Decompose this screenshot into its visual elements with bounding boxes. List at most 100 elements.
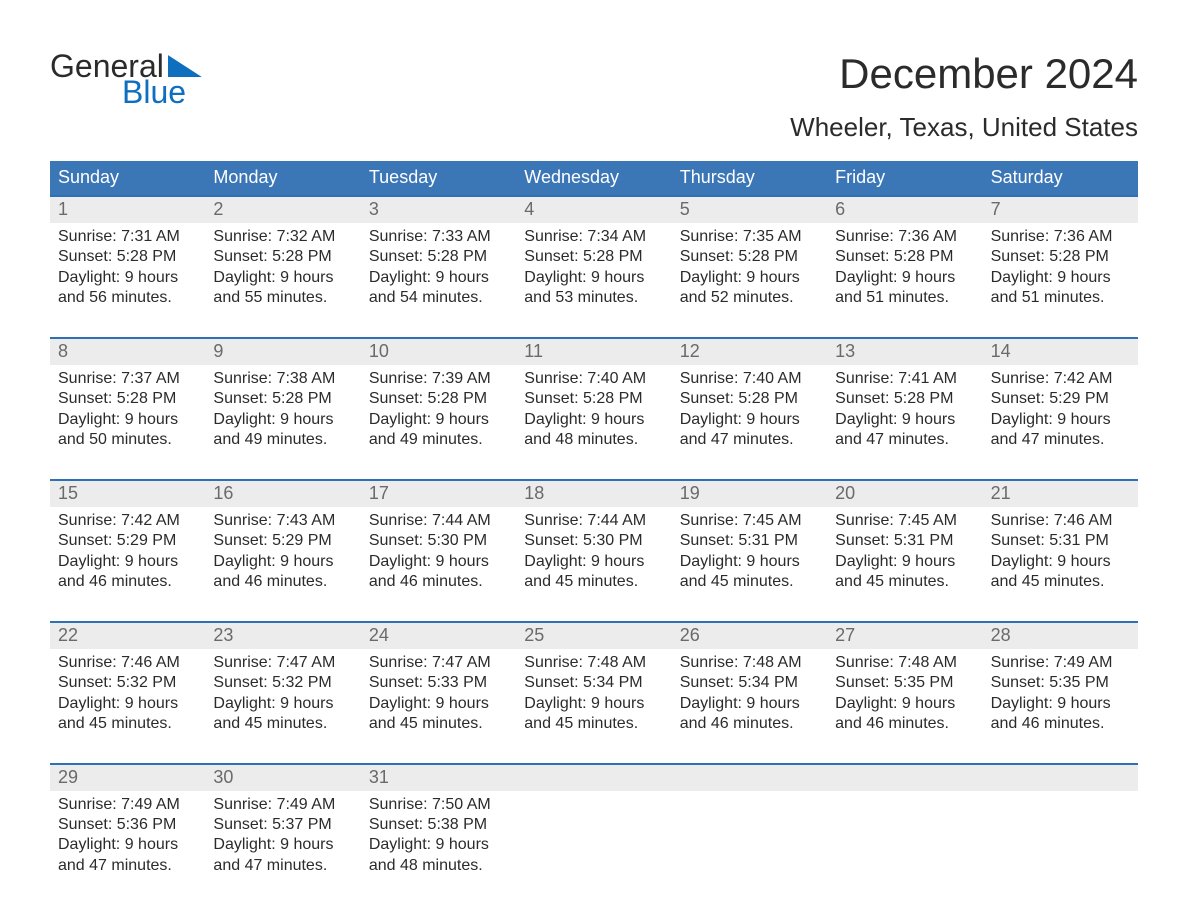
day-cell: Sunrise: 7:38 AMSunset: 5:28 PMDaylight:… — [205, 365, 360, 457]
week-row: 293031Sunrise: 7:49 AMSunset: 5:36 PMDay… — [50, 763, 1138, 883]
day-cell: Sunrise: 7:33 AMSunset: 5:28 PMDaylight:… — [361, 223, 516, 315]
day-number: 25 — [516, 623, 671, 649]
daylight-text: and 45 minutes. — [524, 572, 663, 592]
day-cell: Sunrise: 7:46 AMSunset: 5:31 PMDaylight:… — [983, 507, 1138, 599]
sunset-text: Sunset: 5:35 PM — [835, 673, 974, 693]
daylight-text: Daylight: 9 hours — [991, 268, 1130, 288]
daylight-text: and 47 minutes. — [991, 430, 1130, 450]
day-number: 3 — [361, 197, 516, 223]
day-number: 10 — [361, 339, 516, 365]
sunrise-text: Sunrise: 7:39 AM — [369, 369, 508, 389]
daylight-text: and 56 minutes. — [58, 288, 197, 308]
sunrise-text: Sunrise: 7:50 AM — [369, 795, 508, 815]
sunset-text: Sunset: 5:28 PM — [213, 389, 352, 409]
day-cell: Sunrise: 7:47 AMSunset: 5:33 PMDaylight:… — [361, 649, 516, 741]
sunrise-text: Sunrise: 7:47 AM — [213, 653, 352, 673]
day-cell: Sunrise: 7:50 AMSunset: 5:38 PMDaylight:… — [361, 791, 516, 883]
daylight-text: and 45 minutes. — [369, 714, 508, 734]
daylight-text: Daylight: 9 hours — [58, 410, 197, 430]
day-number: 4 — [516, 197, 671, 223]
day-number: 13 — [827, 339, 982, 365]
sunset-text: Sunset: 5:28 PM — [369, 247, 508, 267]
daylight-text: Daylight: 9 hours — [835, 410, 974, 430]
title-block: December 2024 Wheeler, Texas, United Sta… — [790, 50, 1138, 143]
day-number: 27 — [827, 623, 982, 649]
daylight-text: Daylight: 9 hours — [369, 835, 508, 855]
sunrise-text: Sunrise: 7:48 AM — [524, 653, 663, 673]
daylight-text: Daylight: 9 hours — [58, 694, 197, 714]
day-number: 11 — [516, 339, 671, 365]
day-cell: Sunrise: 7:37 AMSunset: 5:28 PMDaylight:… — [50, 365, 205, 457]
sunrise-text: Sunrise: 7:42 AM — [991, 369, 1130, 389]
daylight-text: Daylight: 9 hours — [369, 694, 508, 714]
day-number: 9 — [205, 339, 360, 365]
day-cell: Sunrise: 7:32 AMSunset: 5:28 PMDaylight:… — [205, 223, 360, 315]
daylight-text: and 46 minutes. — [991, 714, 1130, 734]
sunrise-text: Sunrise: 7:33 AM — [369, 227, 508, 247]
daylight-text: and 46 minutes. — [58, 572, 197, 592]
sunset-text: Sunset: 5:32 PM — [213, 673, 352, 693]
day-cell: Sunrise: 7:39 AMSunset: 5:28 PMDaylight:… — [361, 365, 516, 457]
daylight-text: Daylight: 9 hours — [369, 552, 508, 572]
daylight-text: and 45 minutes. — [835, 572, 974, 592]
day-cell — [516, 791, 671, 883]
day-cell: Sunrise: 7:49 AMSunset: 5:36 PMDaylight:… — [50, 791, 205, 883]
daylight-text: Daylight: 9 hours — [369, 410, 508, 430]
daylight-text: Daylight: 9 hours — [213, 268, 352, 288]
day-number: 24 — [361, 623, 516, 649]
daylight-text: Daylight: 9 hours — [835, 268, 974, 288]
sunset-text: Sunset: 5:28 PM — [58, 247, 197, 267]
daylight-text: and 45 minutes. — [991, 572, 1130, 592]
sunset-text: Sunset: 5:37 PM — [213, 815, 352, 835]
weekday-header-cell: Monday — [205, 161, 360, 195]
sunset-text: Sunset: 5:29 PM — [58, 531, 197, 551]
day-number: 22 — [50, 623, 205, 649]
daylight-text: Daylight: 9 hours — [213, 835, 352, 855]
daylight-text: Daylight: 9 hours — [524, 694, 663, 714]
day-cell: Sunrise: 7:40 AMSunset: 5:28 PMDaylight:… — [672, 365, 827, 457]
day-cell: Sunrise: 7:46 AMSunset: 5:32 PMDaylight:… — [50, 649, 205, 741]
day-cells-row: Sunrise: 7:49 AMSunset: 5:36 PMDaylight:… — [50, 791, 1138, 883]
daylight-text: Daylight: 9 hours — [58, 268, 197, 288]
sunrise-text: Sunrise: 7:38 AM — [213, 369, 352, 389]
day-number: 30 — [205, 765, 360, 791]
daylight-text: and 49 minutes. — [213, 430, 352, 450]
day-number — [983, 765, 1138, 791]
day-number: 28 — [983, 623, 1138, 649]
sunset-text: Sunset: 5:28 PM — [58, 389, 197, 409]
day-number-row: 293031 — [50, 763, 1138, 791]
sunset-text: Sunset: 5:33 PM — [369, 673, 508, 693]
day-cell: Sunrise: 7:49 AMSunset: 5:35 PMDaylight:… — [983, 649, 1138, 741]
sunset-text: Sunset: 5:29 PM — [991, 389, 1130, 409]
day-number: 18 — [516, 481, 671, 507]
daylight-text: and 45 minutes. — [680, 572, 819, 592]
sunrise-text: Sunrise: 7:46 AM — [991, 511, 1130, 531]
day-cells-row: Sunrise: 7:42 AMSunset: 5:29 PMDaylight:… — [50, 507, 1138, 599]
day-number: 17 — [361, 481, 516, 507]
day-cell: Sunrise: 7:49 AMSunset: 5:37 PMDaylight:… — [205, 791, 360, 883]
weekday-header-cell: Tuesday — [361, 161, 516, 195]
day-number: 6 — [827, 197, 982, 223]
brand-logo: General Blue — [50, 50, 202, 108]
daylight-text: and 51 minutes. — [835, 288, 974, 308]
weekday-header-cell: Sunday — [50, 161, 205, 195]
day-number: 31 — [361, 765, 516, 791]
day-cell: Sunrise: 7:36 AMSunset: 5:28 PMDaylight:… — [827, 223, 982, 315]
sunset-text: Sunset: 5:34 PM — [524, 673, 663, 693]
sunrise-text: Sunrise: 7:40 AM — [680, 369, 819, 389]
weekday-header-cell: Friday — [827, 161, 982, 195]
sunrise-text: Sunrise: 7:48 AM — [835, 653, 974, 673]
day-number-row: 891011121314 — [50, 337, 1138, 365]
sunset-text: Sunset: 5:28 PM — [524, 247, 663, 267]
sunset-text: Sunset: 5:28 PM — [524, 389, 663, 409]
sunrise-text: Sunrise: 7:45 AM — [835, 511, 974, 531]
sunrise-text: Sunrise: 7:49 AM — [213, 795, 352, 815]
daylight-text: Daylight: 9 hours — [680, 552, 819, 572]
day-number: 20 — [827, 481, 982, 507]
header-row: General Blue December 2024 Wheeler, Texa… — [50, 50, 1138, 143]
sunset-text: Sunset: 5:31 PM — [680, 531, 819, 551]
daylight-text: Daylight: 9 hours — [58, 835, 197, 855]
weekday-header-cell: Saturday — [983, 161, 1138, 195]
sunset-text: Sunset: 5:28 PM — [991, 247, 1130, 267]
daylight-text: and 48 minutes. — [369, 856, 508, 876]
